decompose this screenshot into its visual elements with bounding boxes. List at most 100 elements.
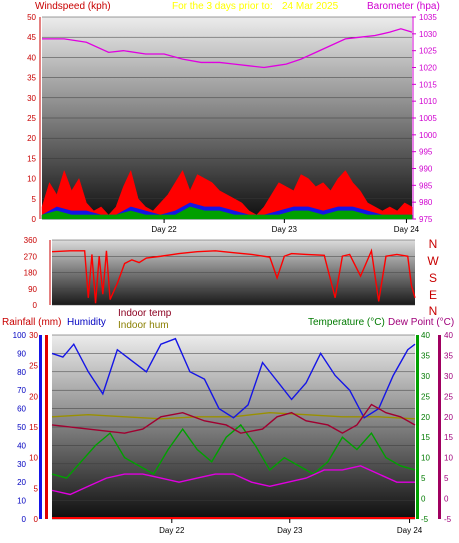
x-tick-label: Day 24 — [397, 526, 423, 535]
windspeed-tick-label: 30 — [27, 94, 36, 103]
temperature-tick-label: 25 — [421, 392, 430, 401]
barometer-tick-label: 1020 — [419, 64, 437, 73]
x-tick-label: Day 22 — [159, 526, 185, 535]
rainfall-axis-bar — [45, 335, 48, 519]
barometer-tick-label: 1010 — [419, 97, 437, 106]
barometer-tick-label: 995 — [419, 148, 433, 157]
barometer-tick-label: 1000 — [419, 131, 437, 140]
humidity-tick-label: 50 — [17, 423, 26, 432]
humidity-tick-label: 90 — [17, 349, 26, 358]
direction-tick-label: 180 — [24, 269, 38, 278]
series-humidity — [51, 337, 416, 419]
windspeed-tick-label: 20 — [27, 134, 36, 143]
direction-tick-label: 0 — [33, 301, 38, 310]
humidity-tick-label: 80 — [17, 368, 26, 377]
rainfall-tick-label: 15 — [29, 423, 38, 432]
windspeed-tick-label: 25 — [27, 114, 36, 123]
temperature-axis-label: Temperature (°C) — [308, 317, 385, 328]
indoor-temp-label: Indoor temp — [118, 308, 172, 319]
windspeed-tick-label: 0 — [32, 215, 37, 224]
direction-tick-label: 90 — [28, 285, 37, 294]
dewpoint-tick-label: 10 — [444, 454, 453, 463]
barometer-axis-label: Barometer (hpa) — [367, 1, 440, 12]
wind-series-3 — [41, 206, 413, 220]
humidity-tick-label: 0 — [22, 515, 27, 524]
wind-series-1 — [41, 169, 413, 220]
series-temperature — [51, 423, 416, 479]
humidity-tick-label: 10 — [17, 497, 26, 506]
barometer-tick-label: 980 — [419, 198, 433, 207]
dewpoint-axis-label: Dew Point (°C) — [388, 317, 454, 328]
temperature-tick-label: 0 — [421, 495, 426, 504]
x-tick-label: Day 23 — [272, 225, 298, 234]
direction-tick-label: 360 — [24, 236, 38, 245]
series-dew-point — [51, 465, 415, 496]
x-tick-label: Day 23 — [277, 526, 303, 535]
rainfall-tick-label: 10 — [29, 454, 38, 463]
dewpoint-tick-label: 25 — [444, 392, 453, 401]
compass-letter: N — [429, 304, 438, 318]
wind-direction-series — [51, 248, 416, 304]
temperature-tick-label: 15 — [421, 433, 430, 442]
barometer-series-line — [42, 28, 413, 69]
period-title-date: 24 Mar 2025 — [282, 1, 339, 12]
windspeed-tick-label: 40 — [27, 53, 36, 62]
dewpoint-tick-label: 20 — [444, 413, 453, 422]
rainfall-tick-label: 20 — [29, 392, 38, 401]
dewpoint-axis-bar — [438, 335, 441, 519]
barometer-tick-label: 985 — [419, 181, 433, 190]
dewpoint-tick-label: 35 — [444, 351, 453, 360]
series-indoor-hum — [51, 411, 416, 420]
rainfall-tick-label: 0 — [34, 515, 39, 524]
barometer-tick-label: 1025 — [419, 47, 437, 56]
dewpoint-tick-label: 30 — [444, 372, 453, 381]
dewpoint-tick-label: 5 — [444, 474, 449, 483]
series-indoor-temp — [51, 403, 416, 434]
rainfall-axis-label: Rainfall (mm) — [2, 317, 61, 328]
windspeed-tick-label: 15 — [27, 154, 36, 163]
compass-letter: E — [429, 288, 437, 302]
compass-letter: S — [429, 271, 437, 285]
barometer-tick-label: 1035 — [419, 13, 437, 22]
compass-letter: W — [427, 254, 439, 268]
humidity-axis-label: Humidity — [67, 317, 106, 328]
temperature-tick-label: 20 — [421, 413, 430, 422]
x-tick-label: Day 24 — [394, 225, 420, 234]
humidity-axis-bar — [39, 335, 42, 519]
period-title-prefix: For the 3 days prior to: — [172, 1, 273, 12]
temperature-tick-label: -5 — [421, 515, 429, 524]
rainfall-tick-label: 25 — [29, 362, 38, 371]
windspeed-tick-label: 10 — [27, 175, 36, 184]
direction-tick-label: 270 — [24, 252, 38, 261]
humidity-tick-label: 100 — [13, 331, 27, 340]
temperature-axis-bar — [416, 335, 419, 519]
temperature-tick-label: 30 — [421, 372, 430, 381]
humidity-tick-label: 60 — [17, 405, 26, 414]
x-tick-label: Day 22 — [151, 225, 177, 234]
humidity-tick-label: 20 — [17, 478, 26, 487]
temperature-tick-label: 10 — [421, 454, 430, 463]
temperature-tick-label: 5 — [421, 474, 426, 483]
windspeed-tick-label: 35 — [27, 74, 36, 83]
windspeed-tick-label: 45 — [27, 33, 36, 42]
humidity-tick-label: 40 — [17, 441, 26, 450]
humidity-tick-label: 70 — [17, 386, 26, 395]
windspeed-axis-label: Windspeed (kph) — [35, 1, 111, 12]
dewpoint-tick-label: 40 — [444, 331, 453, 340]
barometer-tick-label: 1030 — [419, 30, 437, 39]
humidity-tick-label: 30 — [17, 460, 26, 469]
compass-letter: N — [429, 237, 438, 251]
indoor-hum-label: Indoor hum — [118, 320, 169, 331]
rainfall-tick-label: 5 — [34, 484, 39, 493]
windspeed-tick-label: 50 — [27, 13, 36, 22]
rainfall-tick-label: 30 — [29, 331, 38, 340]
barometer-tick-label: 1015 — [419, 80, 437, 89]
barometer-tick-label: 975 — [419, 215, 433, 224]
windspeed-tick-label: 5 — [32, 195, 37, 204]
dewpoint-tick-label: -5 — [444, 515, 452, 524]
dewpoint-tick-label: 15 — [444, 433, 453, 442]
temperature-tick-label: 35 — [421, 351, 430, 360]
barometer-tick-label: 990 — [419, 165, 433, 174]
